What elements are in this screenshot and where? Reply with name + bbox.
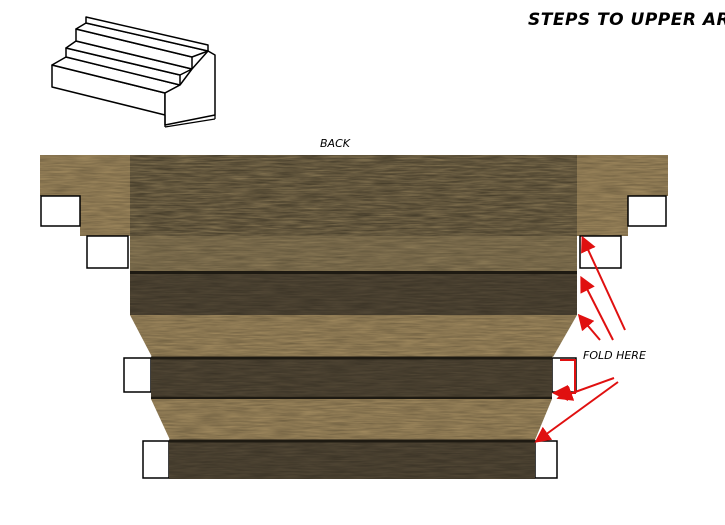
fold-arrow-icon [581,235,626,331]
step-riser-1 [130,271,577,315]
fold-arrow-icon [577,313,601,341]
step-tread-1 [130,315,577,357]
fold-arrows [534,235,626,443]
fold-arrow-icon [580,275,614,341]
fold-arrow-icon [534,381,619,443]
page-title: STEPS TO UPPER AREA [528,10,725,30]
step-tread-2 [151,399,552,440]
back-label: BACK [320,137,350,150]
fold-label: FOLD HERE [583,349,646,362]
back-panel [40,155,668,271]
step-riser-3 [169,439,535,479]
fold-arrow-icon [556,377,615,401]
staircase-sketch-icon [51,16,216,128]
step-riser-2 [151,356,552,400]
